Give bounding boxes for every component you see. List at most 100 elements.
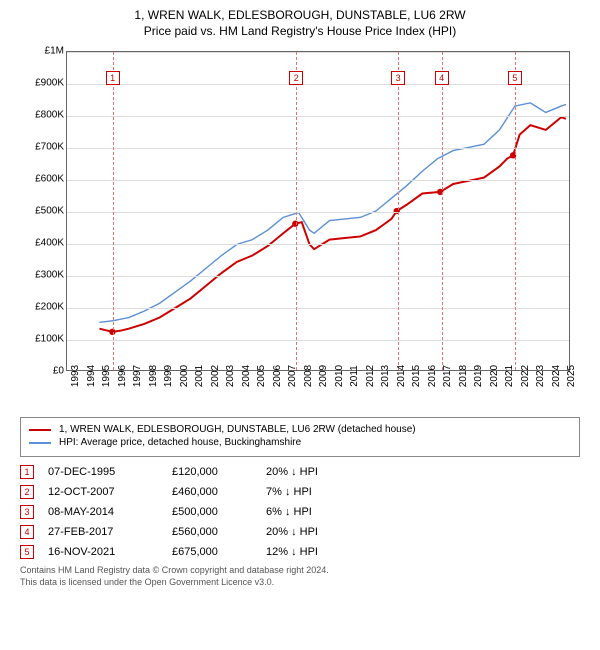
x-axis-label: 2017 bbox=[442, 365, 453, 387]
x-axis-label: 2001 bbox=[194, 365, 205, 387]
x-axis-label: 2023 bbox=[535, 365, 546, 387]
y-axis-label: £700K bbox=[35, 142, 64, 153]
legend-label-blue: HPI: Average price, detached house, Buck… bbox=[59, 437, 301, 448]
y-gridline bbox=[67, 52, 569, 53]
transaction-vline bbox=[398, 52, 399, 370]
footnote-line1: Contains HM Land Registry data © Crown c… bbox=[20, 565, 580, 577]
tx-row-price: £460,000 bbox=[172, 486, 252, 498]
transaction-row: 1 07-DEC-1995 £120,000 20% ↓ HPI bbox=[20, 465, 580, 479]
transaction-row: 5 16-NOV-2021 £675,000 12% ↓ HPI bbox=[20, 545, 580, 559]
x-axis-label: 2007 bbox=[287, 365, 298, 387]
transaction-vline bbox=[515, 52, 516, 370]
tx-row-marker: 1 bbox=[20, 465, 34, 479]
x-axis-label: 2005 bbox=[256, 365, 267, 387]
legend-swatch-blue bbox=[29, 442, 51, 444]
tx-row-diff: 20% ↓ HPI bbox=[266, 466, 366, 478]
y-axis-label: £900K bbox=[35, 78, 64, 89]
chart-title-line2: Price paid vs. HM Land Registry's House … bbox=[10, 24, 590, 38]
x-axis-label: 2022 bbox=[520, 365, 531, 387]
footnote: Contains HM Land Registry data © Crown c… bbox=[20, 565, 580, 588]
y-axis-label: £800K bbox=[35, 110, 64, 121]
tx-row-diff: 7% ↓ HPI bbox=[266, 486, 366, 498]
y-gridline bbox=[67, 116, 569, 117]
plot-area: 12345 bbox=[66, 51, 570, 371]
x-axis-label: 2024 bbox=[551, 365, 562, 387]
line-series-svg bbox=[67, 52, 569, 370]
x-axis-label: 2019 bbox=[473, 365, 484, 387]
transaction-marker: 5 bbox=[508, 71, 522, 85]
y-axis-label: £500K bbox=[35, 206, 64, 217]
x-axis-label: 2015 bbox=[411, 365, 422, 387]
x-axis-label: 1999 bbox=[163, 365, 174, 387]
tx-row-date: 12-OCT-2007 bbox=[48, 486, 158, 498]
y-gridline bbox=[67, 340, 569, 341]
tx-row-marker: 2 bbox=[20, 485, 34, 499]
tx-row-marker: 4 bbox=[20, 525, 34, 539]
x-axis-label: 1994 bbox=[86, 365, 97, 387]
y-gridline bbox=[67, 212, 569, 213]
y-gridline bbox=[67, 244, 569, 245]
y-axis-label: £600K bbox=[35, 174, 64, 185]
x-axis-label: 2000 bbox=[179, 365, 190, 387]
transaction-vline bbox=[113, 52, 114, 370]
x-axis-label: 2008 bbox=[303, 365, 314, 387]
y-axis-label: £200K bbox=[35, 302, 64, 313]
y-gridline bbox=[67, 84, 569, 85]
x-axis-label: 2002 bbox=[210, 365, 221, 387]
transaction-vline bbox=[296, 52, 297, 370]
transaction-row: 2 12-OCT-2007 £460,000 7% ↓ HPI bbox=[20, 485, 580, 499]
tx-row-price: £560,000 bbox=[172, 526, 252, 538]
tx-row-diff: 20% ↓ HPI bbox=[266, 526, 366, 538]
x-axis-label: 2016 bbox=[427, 365, 438, 387]
x-axis-label: 1998 bbox=[148, 365, 159, 387]
x-axis-label: 1996 bbox=[117, 365, 128, 387]
transaction-marker: 4 bbox=[435, 71, 449, 85]
x-axis-label: 2021 bbox=[504, 365, 515, 387]
legend-label-red: 1, WREN WALK, EDLESBOROUGH, DUNSTABLE, L… bbox=[59, 424, 416, 435]
transaction-marker: 1 bbox=[106, 71, 120, 85]
tx-row-diff: 12% ↓ HPI bbox=[266, 546, 366, 558]
chart-title-line1: 1, WREN WALK, EDLESBOROUGH, DUNSTABLE, L… bbox=[10, 8, 590, 22]
transaction-marker: 3 bbox=[391, 71, 405, 85]
x-axis-label: 2006 bbox=[272, 365, 283, 387]
tx-row-price: £120,000 bbox=[172, 466, 252, 478]
x-axis-label: 2018 bbox=[458, 365, 469, 387]
tx-row-price: £675,000 bbox=[172, 546, 252, 558]
tx-row-marker: 5 bbox=[20, 545, 34, 559]
tx-row-diff: 6% ↓ HPI bbox=[266, 506, 366, 518]
tx-row-date: 07-DEC-1995 bbox=[48, 466, 158, 478]
chart-container: 1, WREN WALK, EDLESBOROUGH, DUNSTABLE, L… bbox=[0, 0, 600, 596]
y-axis-label: £300K bbox=[35, 270, 64, 281]
footnote-line2: This data is licensed under the Open Gov… bbox=[20, 577, 580, 589]
transaction-table: 1 07-DEC-1995 £120,000 20% ↓ HPI 2 12-OCT-200… bbox=[20, 465, 580, 559]
x-axis-label: 2011 bbox=[349, 365, 360, 387]
x-axis-label: 2010 bbox=[334, 365, 345, 387]
y-gridline bbox=[67, 276, 569, 277]
legend-row-blue: HPI: Average price, detached house, Buck… bbox=[29, 437, 571, 448]
tx-row-date: 27-FEB-2017 bbox=[48, 526, 158, 538]
tx-row-marker: 3 bbox=[20, 505, 34, 519]
x-axis-label: 1997 bbox=[132, 365, 143, 387]
y-gridline bbox=[67, 180, 569, 181]
legend: 1, WREN WALK, EDLESBOROUGH, DUNSTABLE, L… bbox=[20, 417, 580, 457]
series-red bbox=[99, 117, 565, 332]
y-gridline bbox=[67, 308, 569, 309]
transaction-vline bbox=[442, 52, 443, 370]
y-axis-label: £100K bbox=[35, 334, 64, 345]
x-axis-label: 2009 bbox=[318, 365, 329, 387]
tx-row-price: £500,000 bbox=[172, 506, 252, 518]
y-axis-label: £400K bbox=[35, 238, 64, 249]
x-axis-label: 2012 bbox=[365, 365, 376, 387]
x-axis-label: 2003 bbox=[225, 365, 236, 387]
tx-row-date: 16-NOV-2021 bbox=[48, 546, 158, 558]
y-axis-label: £1M bbox=[45, 46, 64, 57]
x-axis-label: 2013 bbox=[380, 365, 391, 387]
tx-row-date: 08-MAY-2014 bbox=[48, 506, 158, 518]
chart-area: 12345 £0£100K£200K£300K£400K£500K£600K£7… bbox=[20, 46, 580, 411]
y-gridline bbox=[67, 148, 569, 149]
transaction-row: 4 27-FEB-2017 £560,000 20% ↓ HPI bbox=[20, 525, 580, 539]
transaction-row: 3 08-MAY-2014 £500,000 6% ↓ HPI bbox=[20, 505, 580, 519]
legend-swatch-red bbox=[29, 429, 51, 431]
x-axis-label: 2004 bbox=[241, 365, 252, 387]
x-axis-label: 2014 bbox=[396, 365, 407, 387]
